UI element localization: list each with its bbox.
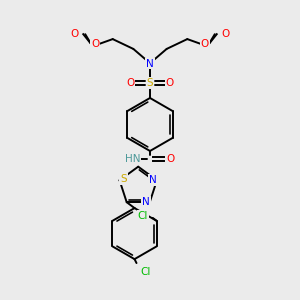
Text: O: O xyxy=(167,154,175,164)
Text: O: O xyxy=(166,78,174,88)
Text: N: N xyxy=(146,58,154,69)
Text: Cl: Cl xyxy=(138,211,148,221)
Text: N: N xyxy=(142,197,150,207)
Text: Cl: Cl xyxy=(140,267,151,277)
Text: O: O xyxy=(126,78,134,88)
Text: S: S xyxy=(147,78,153,88)
Text: O: O xyxy=(91,39,99,49)
Text: O: O xyxy=(70,29,79,39)
Text: HN: HN xyxy=(124,154,140,164)
Text: N: N xyxy=(149,175,157,185)
Text: S: S xyxy=(120,174,127,184)
Text: O: O xyxy=(201,39,209,49)
Text: O: O xyxy=(221,29,230,39)
